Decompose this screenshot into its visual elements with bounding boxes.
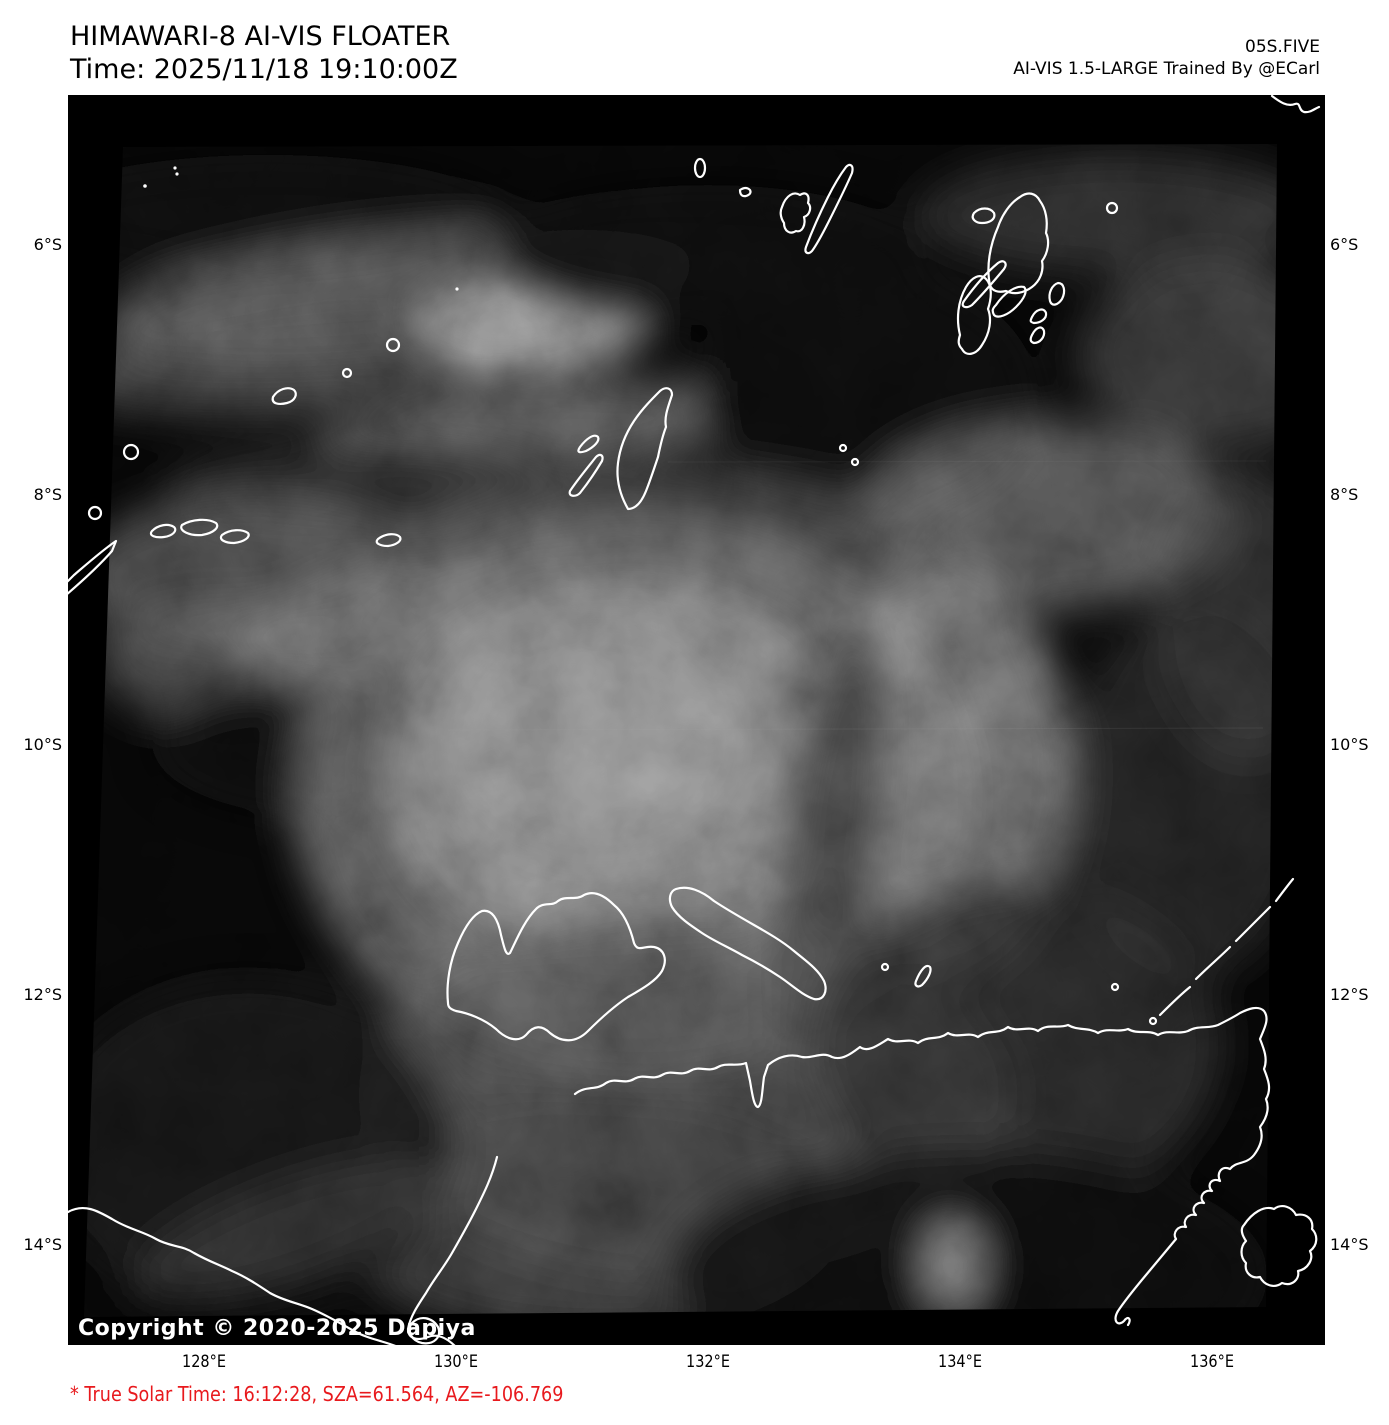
coast-yamdena xyxy=(616,387,674,511)
product-title: HIMAWARI-8 AI-VIS FLOATER xyxy=(70,21,451,52)
coast-kimberley xyxy=(68,1207,396,1345)
solar-time-note: * True Solar Time: 16:12:28, SZA=61.564,… xyxy=(70,1382,564,1406)
coast-kai-kecil xyxy=(779,192,812,234)
coast-cobourg xyxy=(668,886,827,1001)
coast-kai-besar xyxy=(804,163,854,255)
coast-new-guinea xyxy=(1270,95,1321,114)
lat-right-tick: 6°S xyxy=(1330,235,1359,254)
coast-aru xyxy=(987,192,1050,295)
coastlines xyxy=(68,95,1321,1345)
coast-groote xyxy=(1240,1205,1318,1287)
lat-left-tick: 8°S xyxy=(33,485,62,504)
copyright-notice: Copyright © 2020-2025 Dapiya xyxy=(78,1316,476,1341)
model-credit: AI-VIS 1.5-LARGE Trained By @ECarl xyxy=(1013,59,1320,79)
lat-left-tick: 14°S xyxy=(23,1235,62,1254)
header-right: 05S.FIVE AI-VIS 1.5-LARGE Trained By @EC… xyxy=(1013,36,1320,80)
coast-timor-tip xyxy=(68,539,118,595)
lon-tick: 134°E xyxy=(938,1352,982,1372)
storm-id: 05S.FIVE xyxy=(1245,37,1320,57)
coast-bonaparte-gulf xyxy=(406,1155,499,1345)
lat-right-tick: 12°S xyxy=(1330,985,1369,1004)
lon-tick: 132°E xyxy=(686,1352,730,1372)
lat-left-tick: 10°S xyxy=(23,735,62,754)
header-left: HIMAWARI-8 AI-VIS FLOATER Time: 2025/11/… xyxy=(70,20,458,86)
lat-right-tick: 8°S xyxy=(1330,485,1359,504)
lat-right-tick: 14°S xyxy=(1330,1235,1369,1254)
coast-top-end xyxy=(573,1006,1271,1327)
lat-left-tick: 6°S xyxy=(33,235,62,254)
data-swath xyxy=(84,144,1277,1317)
coast-melville-island xyxy=(446,891,666,1042)
satellite-image xyxy=(68,95,1325,1345)
coast-wessel-islands xyxy=(1148,877,1295,1026)
satellite-map: Copyright © 2020-2025 Dapiya xyxy=(68,95,1325,1345)
bright-specks xyxy=(143,166,459,291)
lon-tick: 128°E xyxy=(182,1352,226,1372)
lon-tick: 130°E xyxy=(434,1352,478,1372)
scan-seam xyxy=(667,460,1267,463)
lat-right-tick: 10°S xyxy=(1330,735,1369,754)
lon-tick: 136°E xyxy=(1190,1352,1234,1372)
product-timestamp: Time: 2025/11/18 19:10:00Z xyxy=(70,54,458,85)
scan-seam xyxy=(447,727,1264,731)
lat-left-tick: 12°S xyxy=(23,985,62,1004)
